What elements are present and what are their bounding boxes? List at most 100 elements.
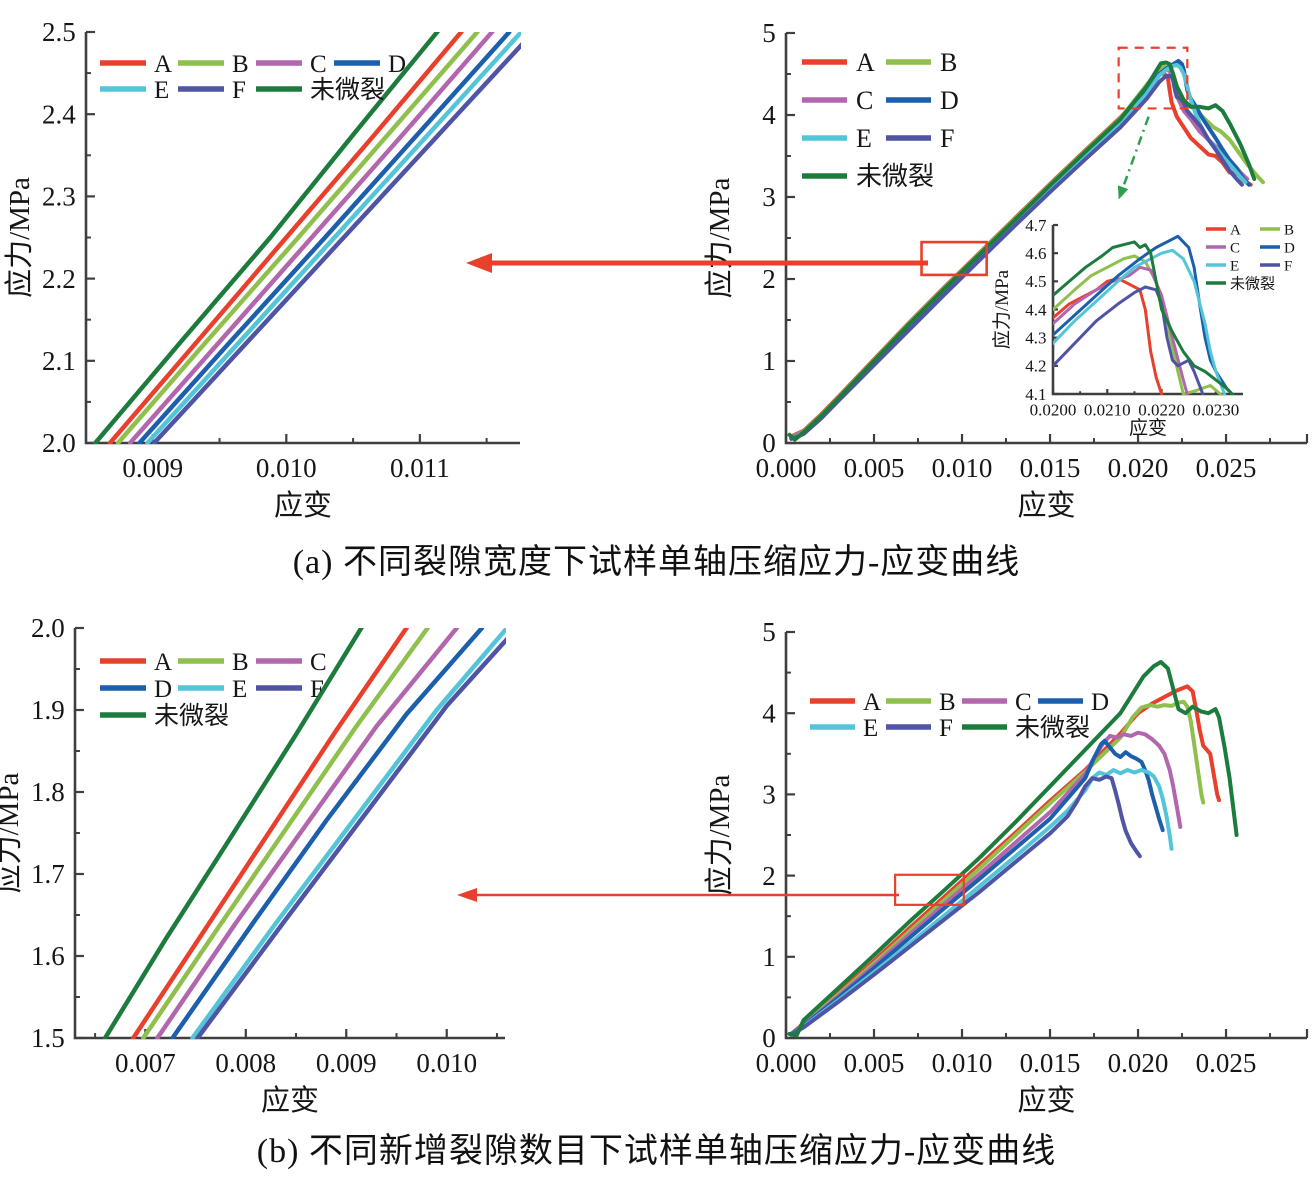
chart-text: 0.020 (1108, 453, 1169, 483)
chart-text: 0.0200 (1030, 400, 1077, 419)
chart-text: 1.5 (31, 1023, 65, 1053)
series-group (787, 660, 1239, 1038)
chart-text: 3 (762, 780, 776, 810)
chart-text: 2.5 (42, 17, 76, 47)
series-C (127, 32, 495, 444)
series-A (107, 32, 464, 444)
series-B (789, 699, 1206, 1036)
chart-bottom-left-zoom: 0.007 0.008 0.009 0.010 1.5 1.6 1.7 1.8 1.9 2.0 应变… (0, 613, 506, 1117)
chart-text: C (1230, 240, 1240, 256)
chart-text: C (856, 86, 873, 115)
chart-text: 应变 (274, 489, 332, 522)
series-group (1053, 234, 1236, 395)
chart-text: 4.3 (1025, 328, 1046, 347)
chart-text: 应力/MPa (3, 177, 36, 298)
series-未微裂 (1053, 240, 1236, 395)
chart-text: 未微裂 (856, 162, 934, 191)
chart-text: 4.4 (1025, 300, 1047, 319)
chart-text: 2.2 (42, 264, 76, 294)
chart-text: E (863, 715, 878, 742)
arrow (1121, 116, 1150, 188)
chart-text: A (1230, 222, 1241, 238)
chart-top-right-full: 0.000 0.005 0.010 0.015 0.020 0.025 0 1 2 3 4 5 应变 应力… (703, 18, 1309, 522)
series-未微裂 (787, 660, 1239, 1038)
chart-text: F (1284, 258, 1292, 274)
chart-text: A (863, 689, 881, 716)
chart-text: 0.010 (416, 1048, 477, 1078)
chart-text: F (940, 124, 954, 153)
chart-text: D (940, 86, 959, 115)
legend-top-left-zoom: A B C D E F 未微裂 (100, 51, 406, 104)
series-B (115, 32, 481, 444)
chart-text: 0.009 (122, 453, 183, 483)
chart-text: 0.009 (316, 1048, 377, 1078)
chart-text: 0.008 (215, 1048, 276, 1078)
series-F (195, 636, 506, 1039)
chart-text: 3 (762, 182, 776, 212)
series-A (1053, 277, 1164, 395)
series-C (155, 628, 460, 1039)
chart-text: 0 (762, 1023, 776, 1053)
series-D (137, 32, 512, 444)
chart-text: 2.0 (42, 428, 76, 458)
chart-text: A (154, 649, 172, 676)
chart-text: D (1091, 689, 1109, 716)
zoom-link-arrow-b-head (457, 888, 477, 902)
chart-text: 2 (762, 861, 776, 891)
caption-a: (a) 不同裂隙宽度下试样单轴压缩应力-应变曲线 (292, 544, 1021, 581)
series-E (789, 768, 1174, 1037)
chart-text: 应力/MPa (703, 774, 736, 895)
chart-text: 1.6 (31, 941, 65, 971)
chart-text: A (154, 51, 172, 78)
series-E (1053, 248, 1227, 395)
chart-text: F (939, 715, 953, 742)
series-E (190, 628, 506, 1039)
series-C (1053, 265, 1189, 395)
chart-text: E (856, 124, 872, 153)
chart-text: 1 (762, 942, 776, 972)
series-E (145, 32, 521, 444)
series-F (151, 42, 521, 444)
chart-text: 应力/MPa (991, 269, 1013, 349)
chart-text: 0.010 (932, 453, 993, 483)
chart-text: 5 (762, 617, 776, 647)
chart-text: 1 (762, 346, 776, 376)
chart-text: 1.9 (31, 695, 65, 725)
chart-text: 4 (762, 100, 776, 130)
annotation-rect (920, 240, 988, 277)
chart-text: 0.010 (256, 453, 317, 483)
chart-text: 0.025 (1196, 453, 1257, 483)
chart-text: 未微裂 (1015, 714, 1090, 742)
series-B (141, 628, 431, 1039)
chart-text: E (1230, 258, 1239, 274)
chart-text: 5 (762, 18, 776, 48)
series-group (787, 58, 1265, 442)
chart-text: 0.011 (390, 453, 450, 483)
chart-text: 0.020 (1108, 1048, 1169, 1078)
series-D (170, 628, 485, 1039)
chart-text: B (940, 48, 957, 77)
annotation-arrows-overlay (457, 253, 928, 902)
chart-text: E (232, 676, 247, 703)
series-C (789, 730, 1183, 1036)
legend-bottom-right-full: A B C D E F 未微裂 (810, 689, 1109, 742)
caption-b: (b) 不同新增裂隙数目下试样单轴压缩应力-应变曲线 (256, 1133, 1057, 1170)
chart-text: 0.015 (1020, 453, 1081, 483)
chart-text: 应变 (1129, 417, 1167, 439)
chart-text: 0 (762, 428, 776, 458)
chart-text: 应变 (261, 1084, 319, 1117)
chart-text: 0.025 (1196, 1048, 1257, 1078)
chart-text: 0.0220 (1138, 400, 1185, 419)
annotation-rect (894, 873, 965, 906)
series-D (1053, 234, 1236, 395)
chart-text: 未微裂 (1230, 275, 1275, 292)
chart-text: 0.010 (932, 1048, 993, 1078)
chart-text: 应力/MPa (0, 772, 25, 893)
legend-bottom-left-zoom: A B C D E F 未微裂 (100, 649, 327, 730)
chart-bottom-right-full: 0.000 0.005 0.010 0.015 0.020 0.025 0 1 2 3 4 5 应变 应力… (703, 617, 1309, 1117)
chart-text: 4.7 (1025, 216, 1047, 235)
chart-text: 4.5 (1025, 272, 1046, 291)
chart-text: F (310, 676, 324, 703)
series-F (789, 774, 1142, 1037)
